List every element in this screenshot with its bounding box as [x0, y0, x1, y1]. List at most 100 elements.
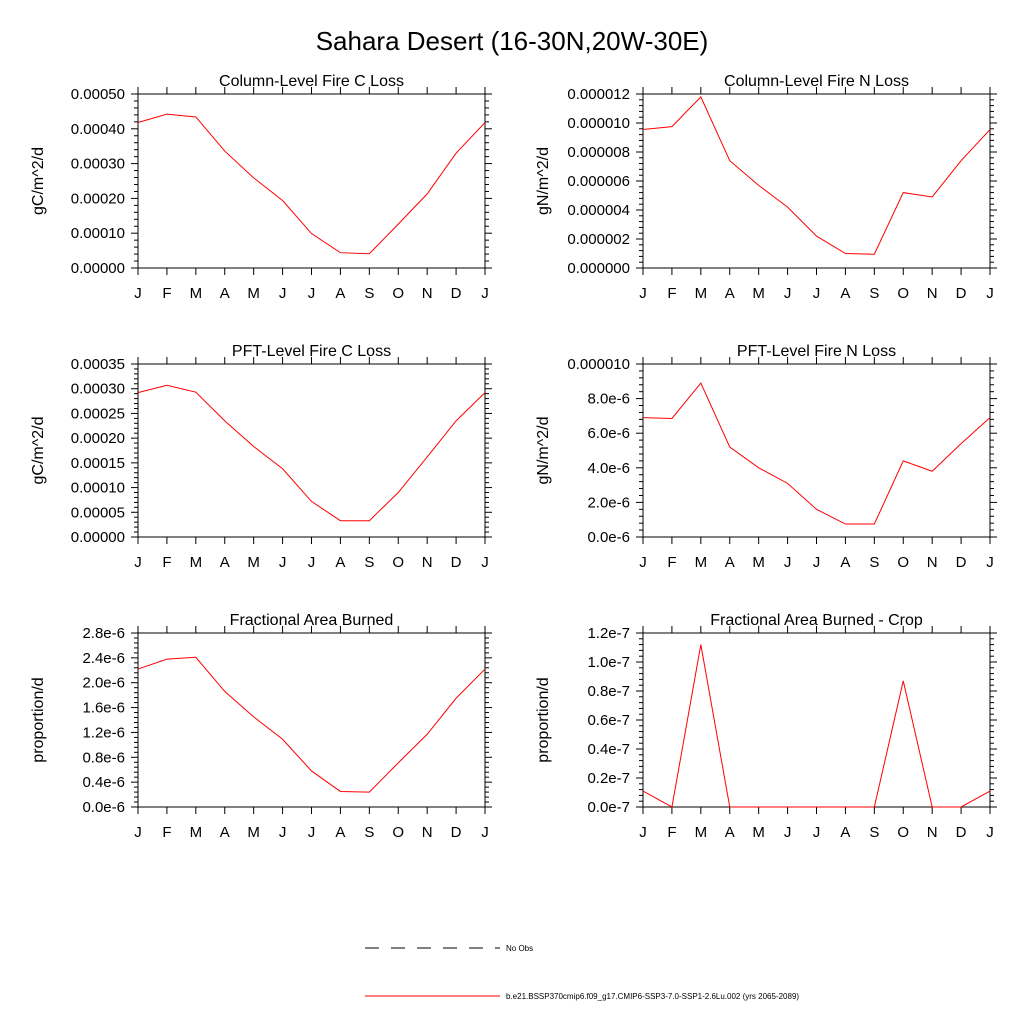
y-tick-label: 0.0e-6 — [587, 529, 630, 546]
x-tick-label: J — [639, 554, 647, 571]
panel-title: Column-Level Fire N Loss — [724, 73, 909, 90]
x-tick-label: A — [220, 824, 230, 841]
panel-title: Column-Level Fire C Loss — [219, 73, 404, 90]
x-tick-label: M — [190, 285, 203, 302]
panel-title: Fractional Area Burned - Crop — [710, 612, 923, 629]
y-tick-label: 2.8e-6 — [82, 625, 125, 642]
x-tick-label: J — [986, 824, 994, 841]
y-tick-label: 0.2e-7 — [587, 770, 630, 787]
x-tick-label: J — [481, 554, 489, 571]
x-tick-label: A — [335, 824, 345, 841]
x-tick-label: J — [639, 285, 647, 302]
x-tick-label: A — [725, 824, 735, 841]
legend-model-label: b.e21.BSSP370cmip6.f09_g17.CMIP6-SSP3-7.… — [506, 992, 799, 1001]
x-tick-label: D — [451, 554, 462, 571]
x-tick-label: D — [956, 285, 967, 302]
x-tick-label: S — [869, 824, 879, 841]
x-tick-label: A — [840, 285, 850, 302]
y-axis-label: gC/m^2/d — [30, 147, 47, 215]
x-tick-label: J — [639, 824, 647, 841]
plot-frame — [137, 93, 486, 269]
x-tick-label: M — [247, 824, 260, 841]
figure-title: Sahara Desert (16-30N,20W-30E) — [316, 26, 709, 56]
x-tick-label: M — [247, 554, 260, 571]
x-tick-label: J — [279, 554, 287, 571]
x-tick-label: N — [927, 824, 938, 841]
y-tick-label: 0.00010 — [71, 480, 125, 497]
x-tick-label: M — [752, 554, 765, 571]
x-tick-label: D — [956, 824, 967, 841]
x-tick-label: A — [725, 554, 735, 571]
y-axis-label: gC/m^2/d — [30, 417, 47, 485]
y-tick-label: 0.000008 — [567, 144, 630, 161]
x-tick-label: D — [451, 824, 462, 841]
x-tick-label: S — [364, 285, 374, 302]
y-tick-label: 0.00030 — [71, 156, 125, 173]
y-axis-label: gN/m^2/d — [535, 147, 552, 215]
x-tick-label: S — [869, 285, 879, 302]
x-tick-label: J — [813, 554, 821, 571]
x-tick-label: O — [392, 824, 404, 841]
y-tick-label: 1.6e-6 — [82, 700, 125, 717]
x-tick-label: N — [927, 285, 938, 302]
y-tick-label: 0.8e-7 — [587, 683, 630, 700]
x-tick-label: S — [869, 554, 879, 571]
y-tick-label: 0.8e-6 — [82, 749, 125, 766]
x-tick-label: M — [752, 824, 765, 841]
y-tick-label: 0.00020 — [71, 430, 125, 447]
y-tick-label: 0.00040 — [71, 121, 125, 138]
y-tick-label: 2.4e-6 — [82, 650, 125, 667]
y-tick-label: 0.00025 — [71, 405, 125, 422]
series-line — [642, 382, 991, 525]
x-tick-label: J — [134, 285, 142, 302]
x-tick-label: M — [695, 554, 708, 571]
x-tick-label: J — [481, 824, 489, 841]
y-tick-label: 0.00005 — [71, 504, 125, 521]
y-tick-label: 0.00000 — [71, 260, 125, 277]
y-tick-label: 0.00050 — [71, 86, 125, 103]
x-tick-label: J — [279, 285, 287, 302]
x-tick-label: J — [134, 554, 142, 571]
x-tick-label: J — [784, 554, 792, 571]
x-tick-label: M — [190, 554, 203, 571]
x-tick-label: F — [162, 285, 171, 302]
x-tick-label: M — [752, 285, 765, 302]
series-line — [137, 656, 486, 793]
plot-frame — [642, 93, 991, 269]
legend: No Obs b.e21.BSSP370cmip6.f09_g17.CMIP6-… — [365, 944, 799, 1001]
y-tick-label: 0.000002 — [567, 231, 630, 248]
x-tick-label: M — [695, 824, 708, 841]
y-axis-label: proportion/d — [535, 677, 552, 762]
x-tick-label: A — [220, 554, 230, 571]
x-tick-label: F — [667, 285, 676, 302]
x-tick-label: N — [422, 824, 433, 841]
y-tick-label: 0.4e-6 — [82, 774, 125, 791]
x-tick-label: O — [392, 285, 404, 302]
x-tick-label: O — [897, 824, 909, 841]
x-tick-label: J — [308, 285, 316, 302]
y-tick-label: 6.0e-6 — [587, 425, 630, 442]
x-tick-label: O — [897, 285, 909, 302]
y-tick-label: 0.00030 — [71, 381, 125, 398]
panel-title: PFT-Level Fire C Loss — [232, 343, 391, 360]
series-line — [137, 384, 486, 522]
series-line — [642, 644, 991, 808]
x-tick-label: F — [162, 824, 171, 841]
x-tick-label: D — [956, 554, 967, 571]
x-tick-label: S — [364, 554, 374, 571]
x-tick-label: J — [784, 285, 792, 302]
y-tick-label: 0.00035 — [71, 356, 125, 373]
y-axis-label: gN/m^2/d — [535, 417, 552, 485]
x-tick-label: J — [986, 554, 994, 571]
x-tick-label: S — [364, 824, 374, 841]
x-tick-label: D — [451, 285, 462, 302]
x-tick-label: M — [190, 824, 203, 841]
x-tick-label: M — [247, 285, 260, 302]
x-tick-label: N — [422, 554, 433, 571]
